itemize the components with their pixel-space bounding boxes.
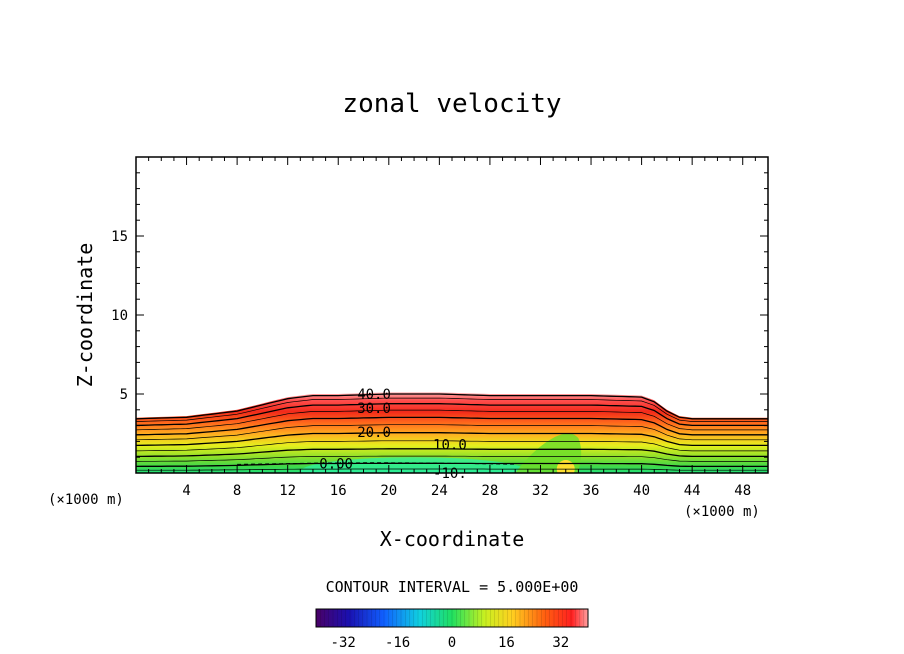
y-tick-label: 15 [111, 229, 128, 245]
contour-line [136, 424, 768, 441]
contour-line [136, 432, 768, 447]
x-tick-label: 4 [182, 483, 190, 499]
colorbar-ticks: -32 -16 0 16 32 [331, 635, 570, 651]
colorbar-gradient [316, 609, 588, 627]
colorbar-tick-label: -32 [331, 635, 356, 651]
contour-labels: 40.030.0 20.0 10.0 0.00 -10. [319, 387, 466, 482]
contour-lines [136, 393, 768, 471]
x-axis-unit-left: (×1000 m) [48, 492, 124, 508]
x-tick-label: 32 [532, 483, 549, 499]
contour-label: 40.0 [357, 387, 391, 403]
x-tick-label: 24 [431, 483, 448, 499]
y-tick-label: 10 [111, 308, 128, 324]
colorbar: -32 -16 0 16 32 [315, 608, 589, 651]
colorbar-frame [315, 608, 589, 628]
contour-line [136, 455, 768, 462]
contour-line [136, 416, 768, 436]
colorbar-tick-label: 16 [498, 635, 515, 651]
y-axis-ticks: 5 10 15 [111, 172, 768, 458]
y-axis-label: Z-coordinate [73, 243, 97, 388]
contour-line [136, 448, 768, 458]
x-tick-label: 48 [734, 483, 751, 499]
x-tick-label: 16 [330, 483, 347, 499]
colorbar-tick-label: 0 [448, 635, 456, 651]
x-tick-label: 20 [380, 483, 397, 499]
x-tick-label: 44 [684, 483, 701, 499]
x-tick-label: 8 [233, 483, 241, 499]
negative-contour-line [237, 462, 516, 465]
contour-line [136, 403, 768, 427]
contour-label: -10. [433, 466, 467, 482]
x-tick-label: 12 [279, 483, 296, 499]
contour-line [136, 409, 768, 431]
contour-label: 10.0 [433, 438, 467, 454]
x-tick-label: 28 [481, 483, 498, 499]
colorbar-tick-label: -16 [385, 635, 410, 651]
contour-line [136, 440, 768, 452]
x-axis-ticks: 4 8 12 16 20 24 28 32 36 40 44 48 [148, 157, 756, 499]
contour-label: 30.0 [357, 401, 391, 417]
contour-label: 0.00 [319, 457, 353, 473]
chart-title: zonal velocity [342, 89, 561, 119]
x-axis-unit-right: (×1000 m) [684, 504, 760, 520]
contour-line [136, 397, 768, 422]
x-axis-label: X-coordinate [380, 527, 525, 551]
x-tick-label: 40 [633, 483, 650, 499]
colorbar-tick-label: 32 [552, 635, 569, 651]
contour-line [136, 393, 768, 420]
contour-line [136, 462, 768, 468]
colorbar-stripes [320, 609, 584, 627]
contour-label: 20.0 [357, 425, 391, 441]
y-tick-label: 5 [120, 387, 128, 403]
contour-interval-label: CONTOUR INTERVAL = 5.000E+00 [326, 578, 579, 596]
x-tick-label: 36 [583, 483, 600, 499]
